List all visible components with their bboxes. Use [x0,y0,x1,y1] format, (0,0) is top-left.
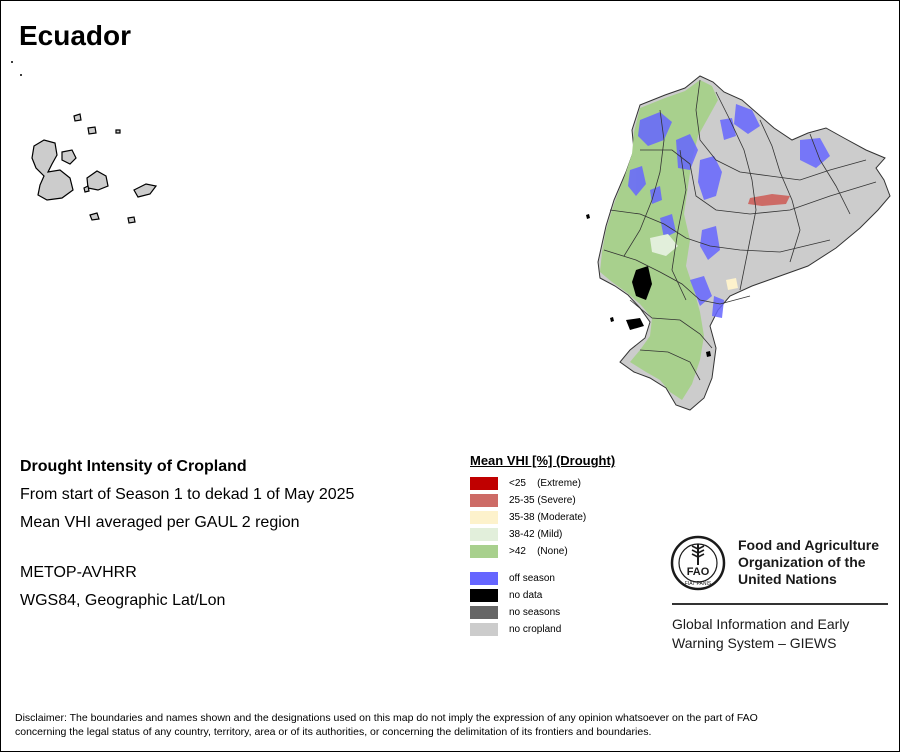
legend-swatch [470,606,498,619]
legend-label: no seasons [509,607,561,618]
fao-logo-letters: FAO [687,566,710,578]
island-speck [11,61,13,63]
map-info: Drought Intensity of Cropland From start… [20,458,354,620]
legend-swatch [470,494,498,507]
legend-label: >42 (None) [509,546,568,557]
fao-name-line: Food and Agriculture [738,537,880,553]
legend-item: no cropland [470,621,615,638]
island-speck [20,74,22,76]
legend-swatch [470,572,498,585]
no-data-patches [586,214,711,357]
disclaimer: Disclaimer: The boundaries and names sho… [15,711,885,739]
legend-item: 35-38 (Moderate) [470,509,615,526]
admin-boundaries [603,79,877,381]
legend-label: <25 (Extreme) [509,478,581,489]
legend-label: no data [509,590,543,601]
info-projection: WGS84, Geographic Lat/Lon [20,592,226,609]
info-period: From start of Season 1 to dekad 1 of May… [20,486,355,503]
info-method: Mean VHI averaged per GAUL 2 region [20,514,300,531]
legend-swatch [470,477,498,490]
legend-item: no seasons [470,604,615,621]
legend-swatch [470,623,498,636]
fao-logo-motto: FIAT PANIS [685,581,712,587]
fao-name-line: United Nations [738,571,837,587]
legend-swatch [470,511,498,524]
info-sensor: METOP-AVHRR [20,564,137,581]
legend-item: 25-35 (Severe) [470,492,615,509]
galapagos-islands [31,113,158,224]
moderate-drought-patch [726,278,738,290]
legend: Mean VHI [%] (Drought) <25 (Extreme) 25-… [470,453,615,638]
legend-label: 35-38 (Moderate) [509,512,587,523]
legend-swatch [470,528,498,541]
legend-item: >42 (None) [470,543,615,560]
fao-name-line: Organization of the [738,554,866,570]
divider [672,603,888,605]
giews-line: Global Information and Early [672,616,850,632]
legend-item: no data [470,587,615,604]
legend-item: 38-42 (Mild) [470,526,615,543]
legend-label: off season [509,573,555,584]
legend-title: Mean VHI [%] (Drought) [470,453,616,468]
map-title: Ecuador [19,20,132,51]
giews-name: Global Information and Early Warning Sys… [672,615,849,653]
info-heading: Drought Intensity of Cropland [20,458,247,475]
map-canvas [11,61,891,411]
legend-label: no cropland [509,624,562,635]
legend-label: 38-42 (Mild) [509,529,563,540]
disclaimer-line: Disclaimer: The boundaries and names sho… [15,712,758,724]
off-season-patches [628,104,830,318]
giews-line: Warning System – GIEWS [672,635,837,651]
disclaimer-line: concerning the legal status of any count… [15,726,652,738]
legend-swatch [470,545,498,558]
legend-item: <25 (Extreme) [470,475,615,492]
legend-swatch [470,589,498,602]
severe-drought-patches [748,194,790,206]
legend-item: off season [470,570,615,587]
mild-drought-patch [650,234,678,256]
fao-logo-icon: FAO FIAT PANIS [670,535,726,591]
fao-org-name: Food and Agriculture Organization of the… [738,537,879,588]
legend-label: 25-35 (Severe) [509,495,576,506]
